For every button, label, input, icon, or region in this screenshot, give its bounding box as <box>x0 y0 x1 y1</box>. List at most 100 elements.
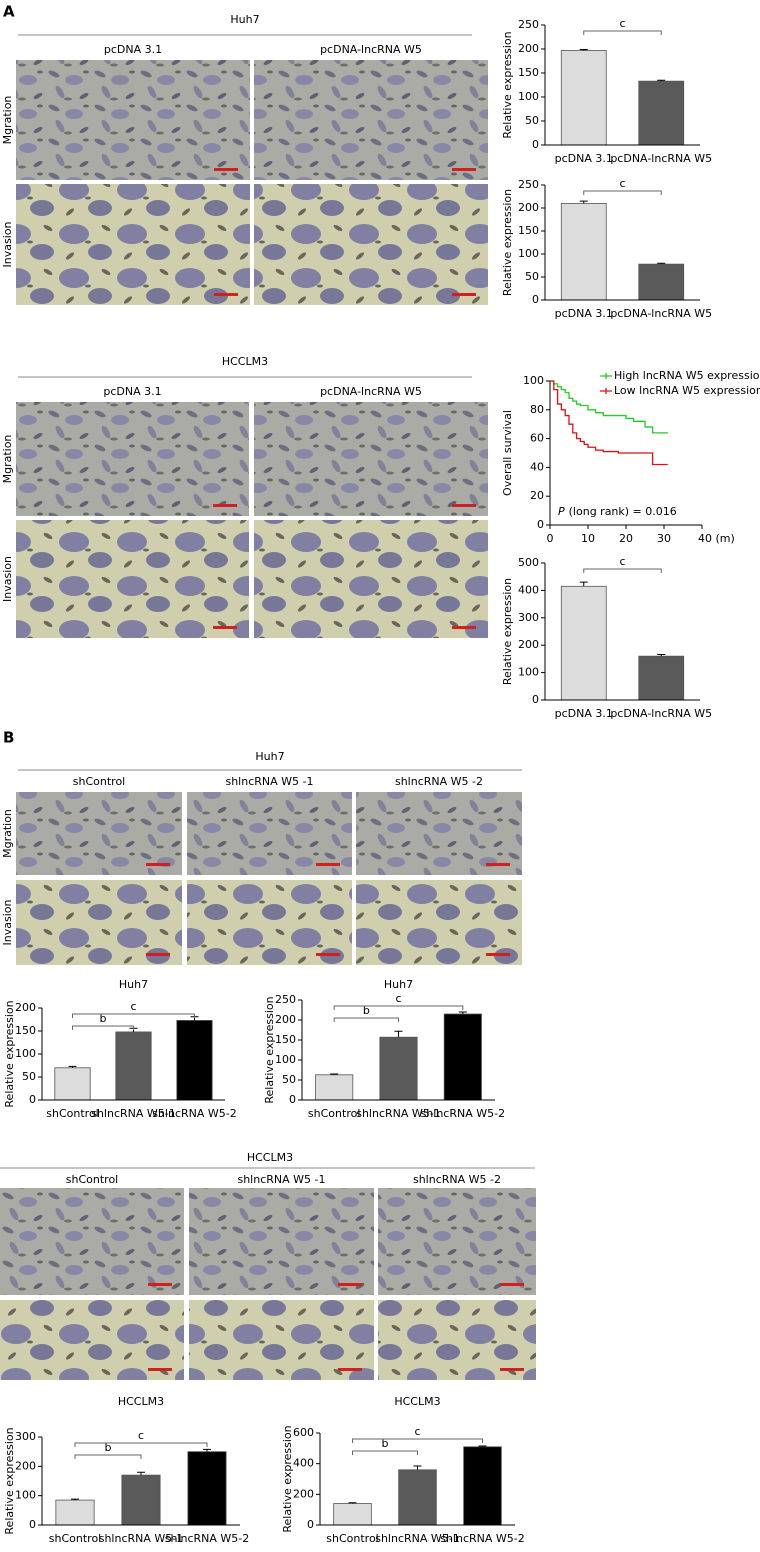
y-tick-label: 60 <box>530 432 544 445</box>
y-tick-label: 0 <box>532 293 539 306</box>
error-bar <box>579 48 588 51</box>
y-tick-label: 50 <box>525 114 539 127</box>
y-tick-label: 150 <box>518 66 539 79</box>
bar <box>54 1067 91 1101</box>
scale-bar <box>452 293 476 296</box>
significance-label: b <box>100 1012 107 1025</box>
y-tick-label: 400 <box>518 583 539 596</box>
y-tick-label: 20 <box>530 489 544 502</box>
micrograph-cells <box>254 60 488 180</box>
y-tick-label: 200 <box>15 1459 36 1472</box>
significance-label: b <box>105 1441 112 1454</box>
bar <box>115 1031 152 1101</box>
scale-bar <box>486 863 510 866</box>
significance-label: b <box>363 1004 370 1017</box>
annotation-text: (long rank) = 0.016 <box>569 505 677 518</box>
x-tick-label: 20 <box>619 532 633 545</box>
bar <box>121 1474 161 1526</box>
significance-bracket <box>583 30 662 35</box>
micrograph-cells <box>189 1300 374 1380</box>
significance-bracket <box>74 1454 142 1459</box>
significance-bracket <box>583 190 662 195</box>
y-tick-label: 500 <box>518 556 539 569</box>
y-tick-label: 0 <box>537 518 544 531</box>
y-axis-label: Relative expression <box>3 1427 16 1534</box>
y-axis-label: Relative expression <box>501 31 514 138</box>
scale-bar <box>500 1283 524 1286</box>
y-axis-label: Relative expression <box>263 996 276 1103</box>
x-tick-label: pcDNA 3.1 <box>555 307 613 320</box>
error-bar <box>458 1011 467 1014</box>
error-bar <box>348 1502 357 1504</box>
panel-label: A <box>3 3 15 21</box>
x-tick-label: shlncRNA W5-1 <box>375 1532 460 1545</box>
chart-title: Huh7 <box>384 978 413 991</box>
x-tick-label: pcDNA-lncRNA W5 <box>610 707 712 720</box>
y-axis-label: Relative expression <box>501 189 514 296</box>
y-tick-label: 250 <box>518 18 539 31</box>
significance-label: c <box>395 992 401 1005</box>
y-tick-label: 250 <box>518 178 539 191</box>
x-tick-label: 0 <box>547 532 554 545</box>
y-tick-label: 150 <box>15 1024 36 1037</box>
error-bar <box>579 581 588 587</box>
y-tick-label: 0 <box>289 1093 296 1106</box>
error-bar <box>394 1030 403 1038</box>
column-header: shControl <box>73 775 125 788</box>
y-tick-label: 100 <box>518 666 539 679</box>
y-tick-label: 600 <box>293 1426 314 1439</box>
micrograph-cells <box>356 880 522 965</box>
y-tick-label: 100 <box>275 1053 296 1066</box>
significance-label: c <box>414 1425 420 1438</box>
significance-bracket <box>333 1005 464 1010</box>
x-tick-label: 40 (m) <box>698 532 735 545</box>
scale-bar <box>148 1283 172 1286</box>
micrograph-cells <box>189 1188 374 1295</box>
x-tick-label: shControl <box>326 1532 378 1545</box>
bar <box>443 1013 482 1101</box>
error-bar <box>657 654 666 657</box>
row-label: Invasion <box>1 222 14 268</box>
chart-title: Huh7 <box>119 978 148 991</box>
x-tick-label: pcDNA-lncRNA W5 <box>610 307 712 320</box>
significance-bracket <box>352 1438 483 1443</box>
y-tick-label: 200 <box>15 1001 36 1014</box>
x-tick-label: shlncRNA W5-1 <box>91 1107 176 1120</box>
x-tick-label: pcDNA-lncRNA W5 <box>610 152 712 165</box>
x-tick-label: shControl <box>46 1107 98 1120</box>
section-title: HCCLM3 <box>247 1151 293 1164</box>
x-tick-label: shlncRNA W5-2 <box>165 1532 250 1545</box>
legend-swatch <box>600 388 612 394</box>
scale-bar <box>452 168 476 171</box>
scale-bar <box>214 168 238 171</box>
bar <box>187 1451 227 1526</box>
y-tick-label: 200 <box>518 42 539 55</box>
scale-bar <box>316 953 340 956</box>
bar <box>560 50 607 146</box>
significance-label: c <box>619 555 625 568</box>
x-tick-label: shlncRNA W5-2 <box>152 1107 237 1120</box>
bar <box>560 585 607 701</box>
micrograph-cells <box>16 520 249 638</box>
micrograph-cells <box>378 1188 536 1295</box>
micrograph-cells <box>254 402 488 516</box>
y-tick-label: 100 <box>518 247 539 260</box>
x-tick-label: pcDNA 3.1 <box>555 707 613 720</box>
bar <box>398 1469 437 1526</box>
error-bar <box>657 262 666 265</box>
column-header: pcDNA 3.1 <box>103 385 161 398</box>
error-bar <box>203 1448 211 1452</box>
x-tick-label: shControl <box>49 1532 101 1545</box>
panel-label: B <box>3 729 14 747</box>
micrograph-cells <box>378 1300 536 1380</box>
significance-bracket <box>333 1017 399 1022</box>
column-header: shlncRNA W5 -2 <box>413 1173 501 1186</box>
y-tick-label: 50 <box>525 270 539 283</box>
significance-bracket <box>72 1025 134 1030</box>
column-header: pcDNA-lncRNA W5 <box>320 43 422 56</box>
y-tick-label: 0 <box>532 138 539 151</box>
scale-bar <box>452 504 476 507</box>
micrograph-cells <box>16 792 182 875</box>
survival-curve <box>550 380 668 466</box>
